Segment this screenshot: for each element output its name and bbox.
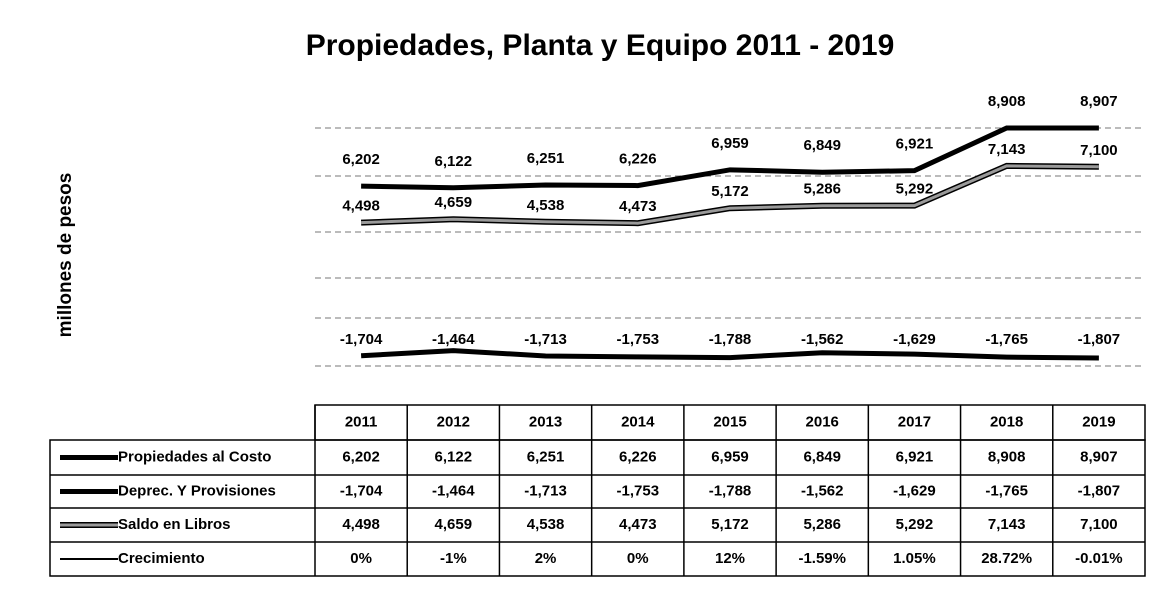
x-tick-label: 2014	[621, 413, 655, 430]
data-label: -1,753	[617, 331, 660, 348]
x-tick-label: 2013	[529, 413, 562, 430]
table-cell: 7,143	[988, 516, 1026, 533]
table-cell: 12%	[715, 550, 745, 567]
data-label: 4,498	[342, 198, 380, 215]
table-cell: -1,753	[617, 482, 660, 499]
table-cell: 8,907	[1080, 448, 1118, 465]
table-cell: -1,464	[432, 482, 475, 499]
series-line	[361, 125, 1099, 191]
legend-label: Deprec. Y Provisiones	[118, 482, 276, 499]
data-label: 4,659	[435, 194, 473, 211]
data-label: -1,704	[340, 331, 383, 348]
table-cell: -1,765	[985, 482, 1028, 499]
data-label: 5,286	[803, 181, 841, 198]
table-cell: 2%	[535, 550, 557, 567]
data-label: 5,172	[711, 183, 749, 200]
table-cell: -1%	[440, 550, 467, 567]
data-label: -1,788	[709, 331, 752, 348]
x-tick-label: 2019	[1082, 413, 1115, 430]
table-cell: 6,251	[527, 448, 565, 465]
table-cell: 4,659	[435, 516, 473, 533]
data-label: 6,251	[527, 150, 565, 167]
x-tick-label: 2017	[898, 413, 931, 430]
table-cell: 8,908	[988, 448, 1026, 465]
table-cell: 6,122	[435, 448, 473, 465]
legend-label: Saldo en Libros	[118, 516, 231, 533]
data-label: -1,765	[985, 331, 1028, 348]
y-axis-label: millones de pesos	[55, 173, 76, 338]
data-label: -1,464	[432, 331, 475, 348]
table-cell: 4,473	[619, 516, 657, 533]
x-tick-label: 2011	[345, 413, 378, 430]
table-cell: 5,172	[711, 516, 749, 533]
table-cell: -1,807	[1078, 482, 1121, 499]
x-tick-label: 2018	[990, 413, 1023, 430]
x-tick-label: 2012	[437, 413, 470, 430]
series-line	[360, 348, 1099, 361]
data-label: -1,629	[893, 331, 936, 348]
table-cell: -1,562	[801, 482, 844, 499]
table-cell: -0.01%	[1075, 550, 1123, 567]
data-label: 6,921	[896, 136, 934, 153]
data-label: 4,538	[527, 197, 565, 214]
legend-label: Propiedades al Costo	[118, 448, 271, 465]
data-label: 7,100	[1080, 142, 1118, 159]
data-label: 6,122	[435, 153, 473, 170]
table-cell: 7,100	[1080, 516, 1118, 533]
data-label: 8,908	[988, 93, 1026, 110]
table-cell: 6,959	[711, 448, 749, 465]
data-label: 6,849	[803, 137, 841, 154]
data-label: 5,292	[896, 181, 934, 198]
x-tick-label: 2016	[806, 413, 839, 430]
table-cell: 6,921	[896, 448, 934, 465]
table-cell: 6,849	[803, 448, 841, 465]
data-label: 6,202	[342, 151, 380, 168]
table-cell: 1.05%	[893, 550, 936, 567]
data-label: 6,959	[711, 135, 749, 152]
series-line	[361, 164, 1099, 225]
table-cell: 5,286	[803, 516, 841, 533]
table-cell: -1,788	[709, 482, 752, 499]
table-cell: 0%	[350, 550, 372, 567]
table-cell: 5,292	[896, 516, 934, 533]
table-cell: 6,202	[342, 448, 380, 465]
data-label: -1,713	[524, 331, 567, 348]
legend-label: Crecimiento	[118, 550, 205, 567]
table-cell: -1,704	[340, 482, 383, 499]
data-label: 4,473	[619, 198, 657, 215]
table-cell: 0%	[627, 550, 649, 567]
data-label: 6,226	[619, 151, 657, 168]
data-label: -1,807	[1078, 331, 1121, 348]
table-cell: -1.59%	[798, 550, 846, 567]
table-cell: -1,629	[893, 482, 936, 499]
table-cell: 6,226	[619, 448, 657, 465]
x-tick-label: 2015	[713, 413, 746, 430]
table-cell: 4,498	[342, 516, 380, 533]
table-cell: -1,713	[524, 482, 567, 499]
data-label: 8,907	[1080, 93, 1118, 110]
data-label: -1,562	[801, 331, 844, 348]
data-label: 7,143	[988, 141, 1026, 158]
table-cell: 4,538	[527, 516, 565, 533]
table-cell: 28.72%	[981, 550, 1032, 567]
chart-title: Propiedades, Planta y Equipo 2011 - 2019	[306, 29, 895, 62]
